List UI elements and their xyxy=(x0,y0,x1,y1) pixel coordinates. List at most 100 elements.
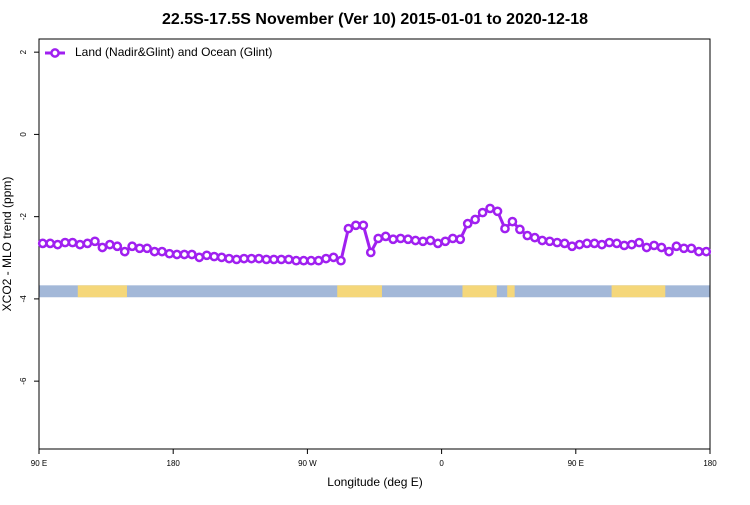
data-point xyxy=(246,253,257,264)
data-point xyxy=(388,234,398,245)
x-tick-label: 90 E xyxy=(568,459,584,468)
data-point xyxy=(455,234,466,245)
data-point xyxy=(37,238,48,249)
data-point xyxy=(440,236,451,247)
y-axis-label: XCO2 - MLO trend (ppm) xyxy=(0,177,14,312)
data-point xyxy=(104,239,115,250)
data-point xyxy=(343,223,354,234)
data-point xyxy=(179,249,190,260)
data-point xyxy=(380,231,391,242)
data-point xyxy=(254,253,264,264)
data-point xyxy=(664,246,674,257)
data-point xyxy=(671,241,682,252)
data-point xyxy=(447,233,458,244)
x-tick-label: 90 W xyxy=(298,459,317,468)
data-point xyxy=(395,233,406,244)
x-axis-label: Longitude (deg E) xyxy=(327,475,422,489)
data-point xyxy=(701,246,712,257)
data-point xyxy=(425,235,436,246)
data-point xyxy=(216,252,227,263)
data-point xyxy=(477,207,488,218)
data-point xyxy=(597,239,607,250)
data-point xyxy=(209,251,220,262)
data-point xyxy=(134,243,145,254)
data-point xyxy=(567,241,577,252)
legend-marker xyxy=(50,48,60,58)
data-point xyxy=(75,239,85,250)
data-point xyxy=(507,216,518,227)
x-tick-label: 90 E xyxy=(31,459,47,468)
data-point xyxy=(373,233,384,244)
land-segment xyxy=(611,285,666,298)
data-point xyxy=(649,240,659,251)
y-tick-label: 2 xyxy=(19,49,28,54)
data-point xyxy=(358,220,369,231)
data-point xyxy=(194,252,205,263)
data-point xyxy=(619,240,630,251)
data-point xyxy=(433,238,443,249)
data-point xyxy=(45,238,56,249)
data-point xyxy=(365,247,376,258)
data-point xyxy=(693,246,704,257)
data-point xyxy=(172,249,182,260)
land-segment xyxy=(337,285,382,298)
chart-title: 22.5S-17.5S November (Ver 10) 2015-01-01… xyxy=(162,11,588,28)
data-point xyxy=(201,250,212,261)
data-point xyxy=(276,254,287,265)
data-point xyxy=(500,223,510,234)
data-point xyxy=(157,246,167,257)
x-tick-label: 0 xyxy=(439,459,444,468)
data-point xyxy=(82,238,93,249)
data-point xyxy=(686,243,697,254)
data-point xyxy=(589,238,600,249)
data-point xyxy=(90,236,100,247)
data-point xyxy=(60,237,70,248)
data-point xyxy=(544,236,555,247)
y-tick-label: -6 xyxy=(19,377,28,385)
data-point xyxy=(149,246,160,257)
data-point xyxy=(298,255,309,266)
data-point xyxy=(634,237,645,248)
data-point xyxy=(231,254,242,265)
data-point xyxy=(611,238,622,249)
land-segment xyxy=(462,285,497,298)
data-point xyxy=(574,239,585,250)
data-point xyxy=(403,234,413,245)
legend-label: Land (Nadir&Glint) and Ocean (Glint) xyxy=(75,45,272,59)
data-point xyxy=(164,248,175,259)
data-point xyxy=(485,203,495,214)
data-point xyxy=(492,206,503,217)
data-point xyxy=(582,238,592,249)
data-point xyxy=(679,243,689,254)
data-point xyxy=(522,230,533,241)
data-point xyxy=(537,235,548,246)
data-point xyxy=(261,254,272,265)
data-point xyxy=(269,254,279,265)
data-point xyxy=(119,246,130,257)
y-tick-label: -2 xyxy=(19,213,28,221)
data-point xyxy=(283,254,294,265)
data-point xyxy=(186,249,197,260)
data-point xyxy=(515,224,525,235)
data-point xyxy=(336,255,346,266)
data-point xyxy=(604,237,615,248)
data-point xyxy=(142,243,152,254)
data-point xyxy=(112,241,123,252)
land-segment xyxy=(507,285,515,298)
data-point xyxy=(306,255,316,266)
data-point xyxy=(559,238,570,249)
data-point xyxy=(462,218,473,229)
x-tick-label: 180 xyxy=(703,459,717,468)
data-point xyxy=(239,253,249,264)
data-point xyxy=(127,241,138,252)
y-tick-label: -4 xyxy=(19,295,28,303)
data-point xyxy=(626,239,637,250)
data-point xyxy=(656,242,667,253)
data-point xyxy=(97,242,108,253)
land-segment xyxy=(77,285,127,298)
data-point xyxy=(529,232,540,243)
data-point xyxy=(328,252,339,263)
data-point xyxy=(641,242,652,253)
data-point xyxy=(52,239,63,250)
